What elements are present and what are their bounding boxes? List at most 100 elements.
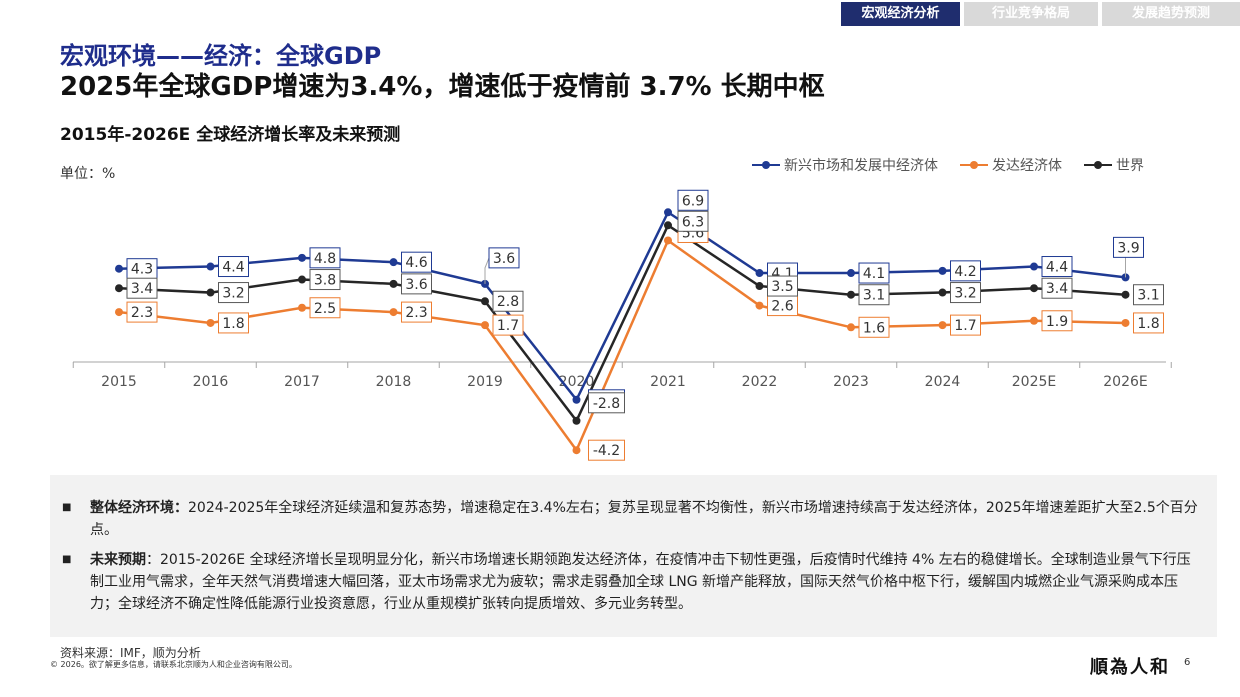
x-tick-label: 2016 (193, 374, 229, 390)
data-label: 3.2 (954, 286, 976, 302)
data-label-box (309, 269, 341, 291)
data-point-0 (115, 264, 123, 273)
note-outlook-label: 未来预期 (90, 552, 146, 568)
section-tabs: 宏观经济分析 行业竞争格局 发展趋势预测 (841, 2, 1240, 26)
data-label-box (309, 297, 341, 319)
x-tick-label: 2025E (1012, 374, 1056, 390)
data-point-1 (1121, 318, 1130, 327)
source-note: 资料来源：IMF，顺为分析 (60, 646, 201, 660)
data-point-0 (389, 258, 398, 267)
page-number: 6 (1184, 657, 1191, 668)
data-label: 1.7 (954, 318, 976, 334)
data-label: 3.2 (222, 286, 244, 302)
notes-panel: ■ 整体经济环境：2024-2025年全球经济延续温和复苏态势，增速稳定在3.4… (50, 475, 1217, 637)
data-point-0 (847, 269, 855, 278)
note-outlook-text: ：2015-2026E 全球经济增长呈现明显分化，新兴市场增速长期领跑发达经济体… (90, 552, 1191, 612)
bullet-icon: ■ (62, 554, 72, 565)
data-label: 4.1 (863, 266, 885, 282)
note-outlook: ■ 未来预期：2015-2026E 全球经济增长呈现明显分化，新兴市场增速长期领… (62, 549, 1200, 615)
data-point-0 (938, 266, 947, 275)
legend-label-world: 世界 (1116, 158, 1144, 174)
data-label: 3.6 (405, 277, 427, 293)
data-label-box (588, 392, 625, 414)
data-point-2 (298, 275, 306, 284)
data-point-0 (664, 208, 672, 217)
data-label-box (677, 210, 709, 232)
x-tick-label: 2021 (650, 374, 686, 390)
data-label-box (1041, 256, 1073, 278)
data-point-2 (572, 416, 581, 425)
data-label: -2.8 (593, 396, 620, 412)
data-label: 2.3 (405, 305, 427, 321)
x-tick-label: 2020 (559, 374, 595, 390)
data-label: 1.8 (222, 316, 244, 332)
legend-item-advanced: 发达经济体 (960, 155, 1062, 175)
data-label-box (767, 275, 798, 297)
data-label-box (1041, 310, 1073, 332)
data-label-box (1113, 236, 1144, 258)
data-label: 4.4 (1046, 260, 1068, 276)
data-point-2 (1121, 290, 1130, 299)
tab-competition[interactable]: 行业竞争格局 (964, 2, 1098, 26)
legend-marker-world (1084, 159, 1112, 171)
data-point-2 (847, 290, 855, 299)
data-point-0 (298, 253, 306, 262)
data-point-1 (481, 321, 489, 330)
data-label: 2.8 (497, 294, 519, 310)
data-label-box (950, 282, 981, 304)
bullet-icon: ■ (62, 502, 72, 513)
legend-item-emerging: 新兴市场和发展中经济体 (752, 155, 938, 175)
data-label-box (950, 314, 981, 336)
data-point-1 (664, 236, 672, 245)
data-point-2 (1030, 284, 1038, 293)
data-point-1 (206, 318, 215, 327)
data-label-box (1133, 284, 1164, 306)
x-tick-label: 2019 (467, 374, 503, 390)
data-label-box (126, 301, 158, 323)
data-label-box (858, 262, 890, 284)
data-label: 3.9 (1117, 240, 1139, 256)
data-label-box (492, 314, 524, 336)
data-label: 2.6 (771, 299, 793, 315)
legend-marker-emerging (752, 159, 780, 171)
data-label: 3.1 (863, 288, 885, 304)
data-label: 3.5 (771, 279, 793, 295)
tab-trend[interactable]: 发展趋势预测 (1102, 2, 1240, 26)
data-label-box (218, 312, 249, 334)
legend-label-advanced: 发达经济体 (992, 158, 1062, 174)
data-point-2 (938, 288, 947, 297)
data-point-1 (938, 321, 947, 330)
x-tick-label: 2024 (925, 374, 961, 390)
series-line-0 (118, 210, 1126, 403)
data-label-box (858, 316, 890, 338)
data-label: 4.4 (222, 260, 244, 276)
data-point-1 (572, 446, 581, 455)
legend-label-emerging: 新兴市场和发展中经济体 (784, 158, 938, 174)
note-overall: ■ 整体经济环境：2024-2025年全球经济延续温和复苏态势，增速稳定在3.4… (62, 497, 1200, 541)
data-label-box (1133, 312, 1164, 334)
data-label: 4.2 (954, 264, 976, 280)
x-tick-label: 2015 (101, 374, 137, 390)
x-tick-label: 2026E (1103, 374, 1147, 390)
x-tick-label: 2023 (833, 374, 869, 390)
data-label: 3.6 (493, 251, 515, 267)
data-label-box (218, 282, 249, 304)
x-tick-label: 2022 (742, 374, 778, 390)
data-label: 3.1 (1137, 288, 1159, 304)
data-label-box (950, 260, 981, 282)
data-label: 4.8 (314, 251, 336, 267)
data-point-0 (755, 269, 764, 278)
copyright-note: © 2026。欲了解更多信息，请联系北京顺为人和企业咨询有限公司。 (50, 660, 297, 669)
data-point-2 (115, 284, 123, 293)
tab-macro[interactable]: 宏观经济分析 (841, 2, 960, 26)
chart-title: 2015年-2026E 全球经济增长率及未来预测 (60, 125, 401, 145)
data-label-box (677, 189, 709, 211)
data-label: -4.2 (593, 443, 620, 459)
data-label-box (401, 251, 432, 273)
data-label-box (126, 277, 158, 299)
data-label: 1.8 (1137, 316, 1159, 332)
data-label-box (401, 301, 432, 323)
data-label: 2.5 (314, 301, 336, 317)
data-label-box (218, 256, 249, 278)
note-overall-text: 2024-2025年全球经济延续温和复苏态势，增速稳定在3.4%左右；复苏呈现显… (90, 500, 1198, 538)
